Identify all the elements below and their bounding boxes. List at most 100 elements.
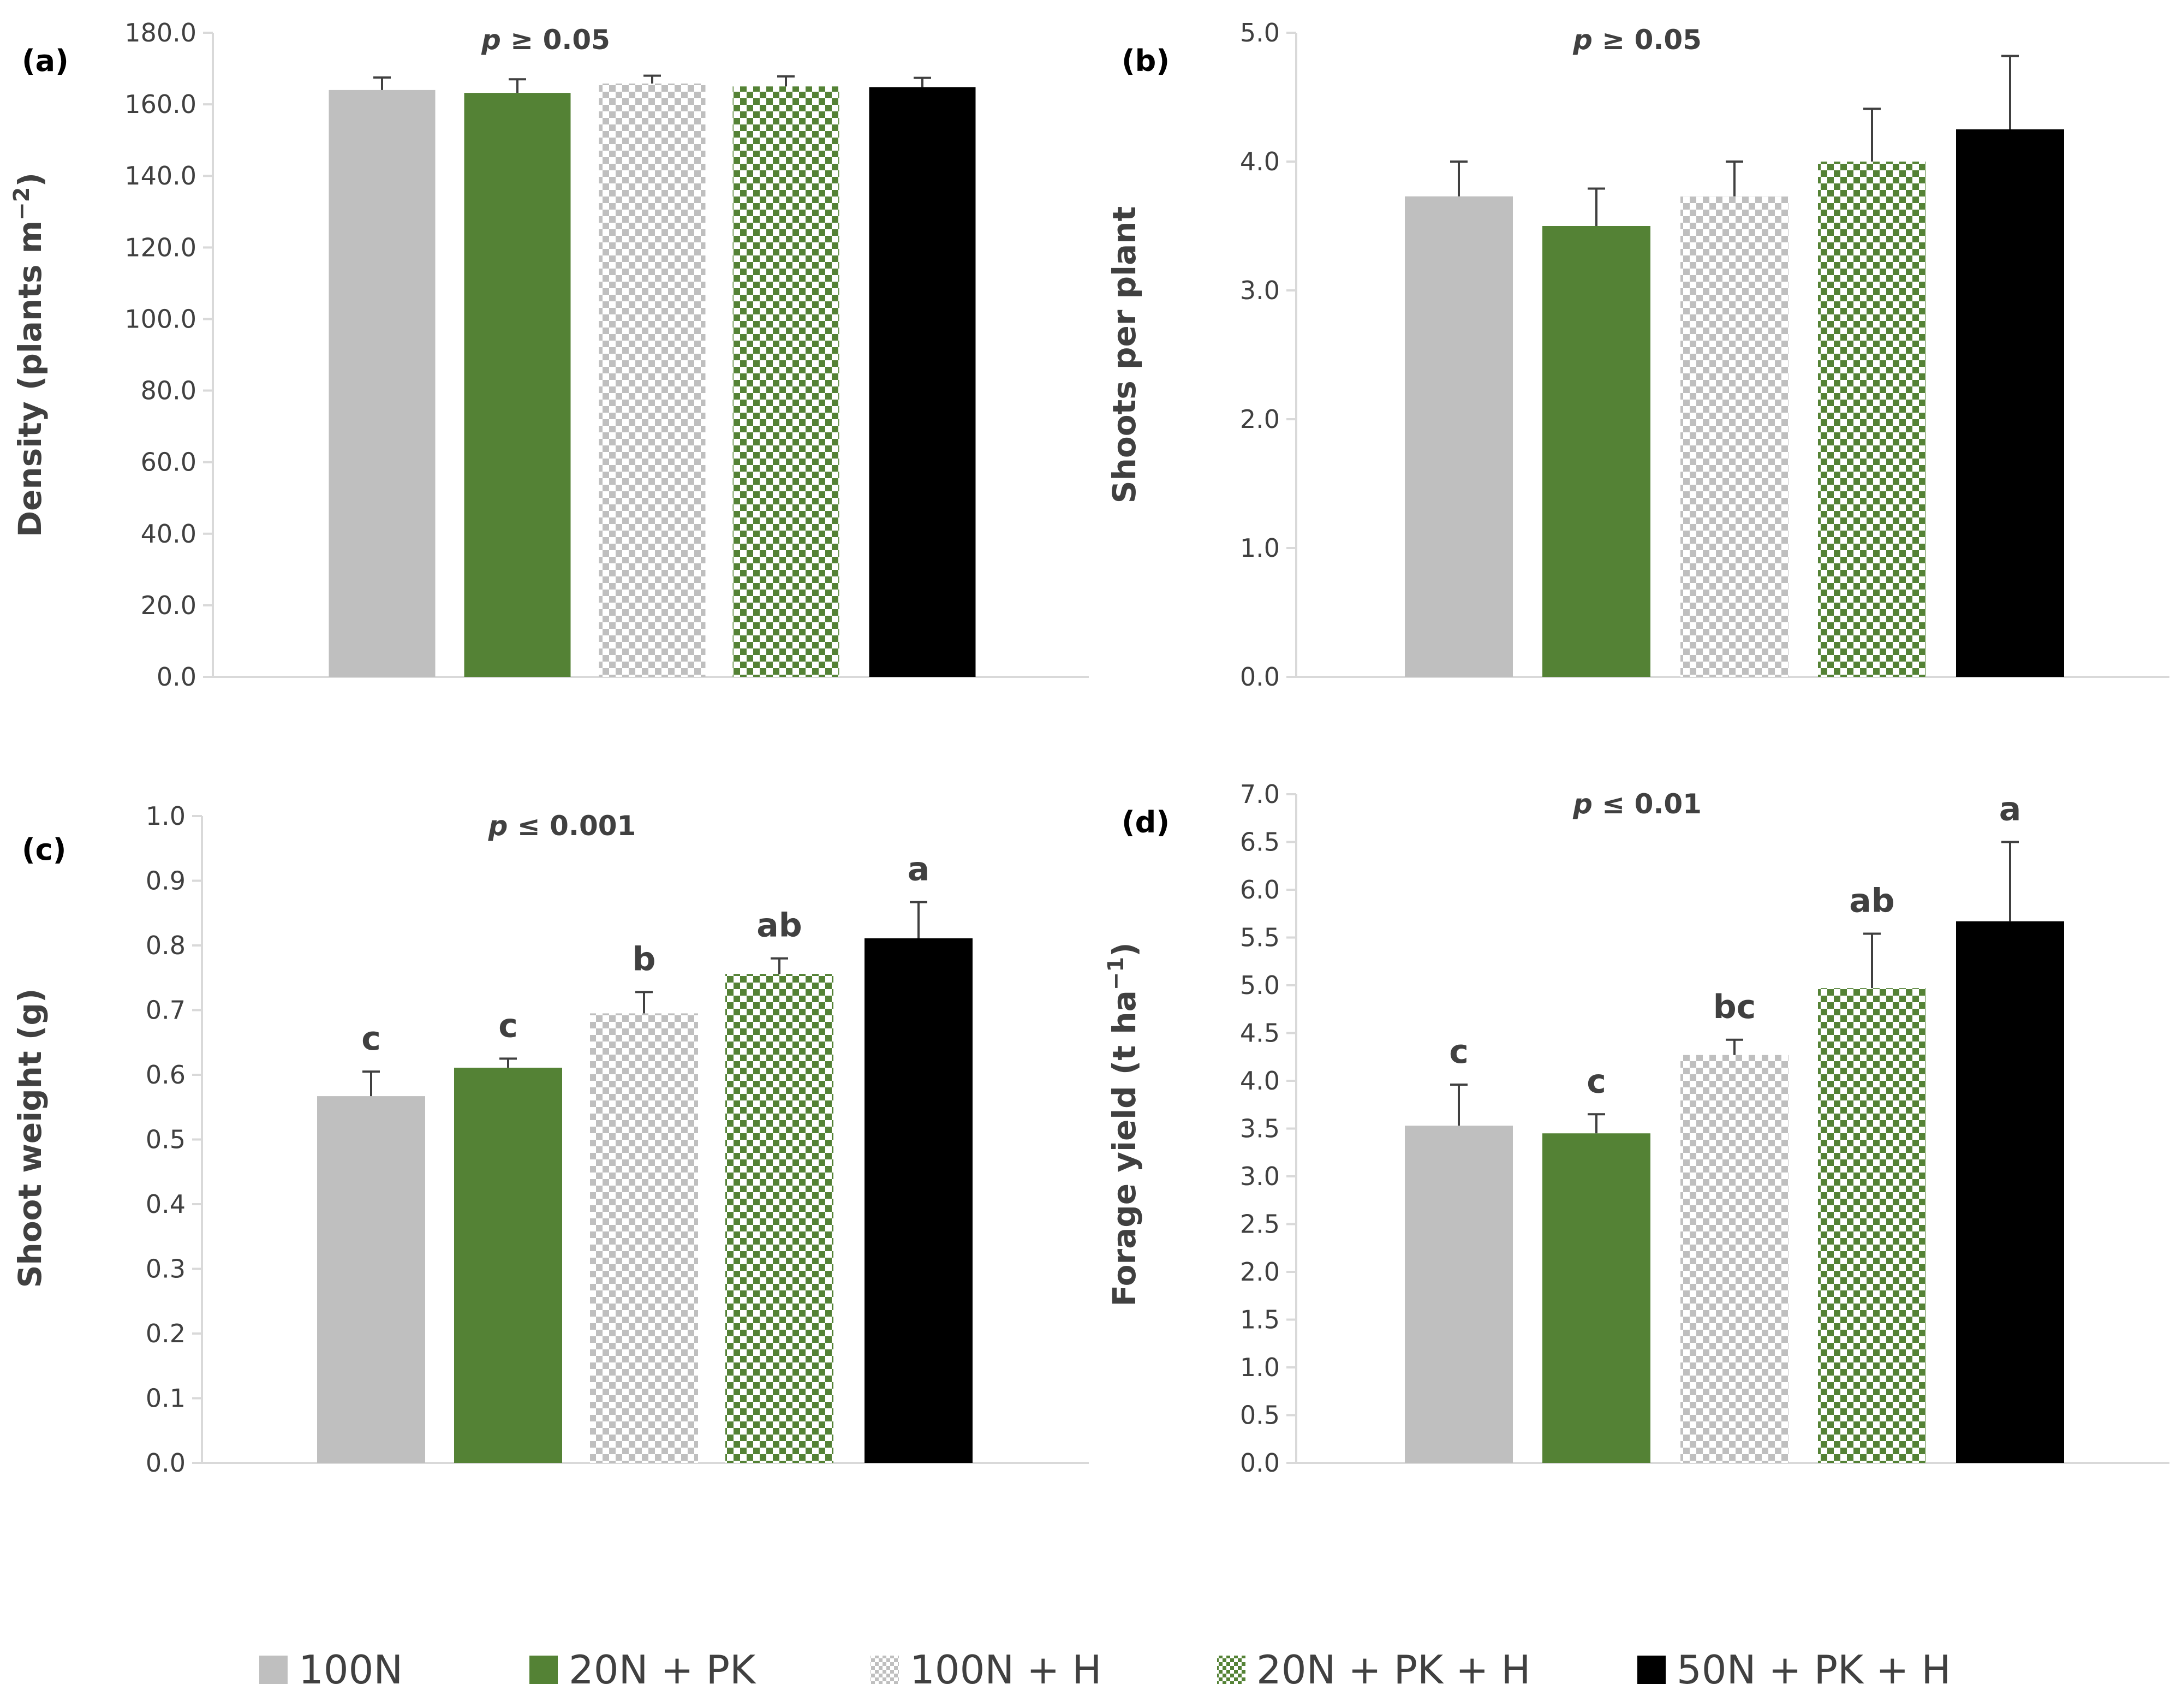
bar-20n-pk bbox=[1542, 1133, 1650, 1463]
chart-panel-b: 0.0 1.0 2.0 3.0 4.0 5.0 (b) p ≥ 0.05 Shoots per … bbox=[1106, 18, 2169, 692]
significance-letter: c bbox=[1587, 1062, 1606, 1100]
chart-panel-d: 0.0 0.5 1.0 1.5 2.0 2.5 3.0 3.5 4.0 4.5 5.0 5.5 6.0 6… bbox=[1104, 779, 2169, 1478]
bar-20n-pk-h bbox=[1818, 988, 1926, 1463]
significance-letter: c bbox=[1449, 1033, 1469, 1071]
chart-panel-c: 0.0 0.1 0.2 0.3 0.4 0.5 0.6 0.7 0.8 0.9 1.0 c c b ab a (… bbox=[11, 801, 1089, 1478]
bar-20n-pk-h bbox=[732, 86, 839, 677]
significance-letter: ab bbox=[756, 907, 802, 945]
y-tick-label: 1.0 bbox=[1240, 533, 1280, 563]
bar-50n-pk-h bbox=[1956, 921, 2064, 1463]
y-tick-label: 4.5 bbox=[1240, 1019, 1280, 1048]
significance-letter: bc bbox=[1713, 988, 1756, 1026]
y-tick-label: 5.0 bbox=[1240, 18, 1280, 47]
legend-label: 20N + PK + H bbox=[1256, 1647, 1530, 1693]
legend-label: 20N + PK bbox=[569, 1647, 756, 1693]
y-tick-label: 160.0 bbox=[124, 90, 196, 119]
y-tick-label: 3.0 bbox=[1240, 1162, 1280, 1191]
significance-letter: ab bbox=[1849, 882, 1894, 920]
y-tick-label: 4.0 bbox=[1240, 1066, 1280, 1096]
legend-label: 100N bbox=[299, 1647, 403, 1693]
y-tick-label: 0.5 bbox=[146, 1125, 186, 1154]
significance-text: p ≤ 0.01 bbox=[1572, 788, 1702, 820]
y-tick-label: 0.3 bbox=[146, 1254, 186, 1284]
y-tick-label: 7.0 bbox=[1240, 779, 1280, 809]
y-tick-label: 4.0 bbox=[1240, 147, 1280, 176]
y-tick-label: 180.0 bbox=[124, 18, 196, 47]
bar-20n-pk bbox=[1542, 226, 1650, 677]
legend-swatch bbox=[529, 1656, 558, 1684]
y-tick-label: 2.5 bbox=[1240, 1210, 1280, 1239]
y-tick-label: 1.0 bbox=[146, 801, 186, 831]
panel-label: (c) bbox=[22, 832, 66, 867]
y-tick-label: 6.0 bbox=[1240, 875, 1280, 904]
y-axis-title: Shoot weight (g) bbox=[11, 989, 49, 1288]
panel-label: (a) bbox=[22, 44, 69, 78]
y-tick-label: 0.1 bbox=[146, 1384, 186, 1413]
legend-swatch bbox=[871, 1656, 899, 1684]
significance-letter: c bbox=[361, 1020, 381, 1058]
y-tick-label: 6.5 bbox=[1240, 828, 1280, 857]
significance-text: p ≤ 0.001 bbox=[488, 810, 636, 842]
y-tick-label: 0.0 bbox=[157, 662, 196, 692]
y-tick-label: 120.0 bbox=[124, 233, 196, 262]
legend-swatch bbox=[259, 1656, 288, 1684]
y-tick-label: 100.0 bbox=[124, 304, 196, 334]
significance-text: p ≥ 0.05 bbox=[1572, 24, 1702, 56]
y-tick-label: 0.0 bbox=[146, 1448, 186, 1478]
bar-100n-h bbox=[599, 84, 706, 677]
y-tick-label: 0.2 bbox=[146, 1319, 186, 1348]
y-tick-label: 1.5 bbox=[1240, 1305, 1280, 1335]
bar-20n-pk-h bbox=[1818, 162, 1926, 677]
legend-label: 100N + H bbox=[910, 1647, 1102, 1693]
bar-100n-h bbox=[1680, 1055, 1788, 1463]
y-tick-label: 80.0 bbox=[141, 376, 196, 406]
legend-label: 50N + PK + H bbox=[1677, 1647, 1951, 1693]
y-tick-label: 3.5 bbox=[1240, 1114, 1280, 1144]
y-tick-label: 0.5 bbox=[1240, 1401, 1280, 1430]
bar-20n-pk-h bbox=[725, 974, 833, 1463]
y-tick-label: 0.4 bbox=[146, 1189, 186, 1219]
chart-panel-a: 0.0 20.0 40.0 60.0 80.0 100.0 120.0 140.0 160.0 1… bbox=[9, 18, 1089, 692]
bar-20n-pk bbox=[454, 1067, 562, 1463]
y-tick-label: 0.0 bbox=[1240, 1448, 1280, 1478]
y-tick-label: 0.9 bbox=[146, 866, 186, 896]
significance-letter: a bbox=[908, 850, 930, 889]
y-tick-label: 1.0 bbox=[1240, 1353, 1280, 1382]
bar-50n-pk-h bbox=[865, 938, 973, 1463]
y-axis-title: Forage yield (t ha−1) bbox=[1104, 942, 1143, 1306]
y-tick-label: 5.0 bbox=[1240, 971, 1280, 1000]
significance-letter: b bbox=[633, 940, 656, 978]
panel-label: (b) bbox=[1122, 44, 1170, 78]
bar-100n bbox=[1405, 196, 1513, 677]
y-tick-label: 0.8 bbox=[146, 931, 186, 960]
bar-50n-pk-h bbox=[869, 87, 976, 677]
y-tick-label: 2.0 bbox=[1240, 404, 1280, 434]
y-tick-label: 140.0 bbox=[124, 161, 196, 191]
y-tick-label: 0.7 bbox=[146, 996, 186, 1025]
y-tick-label: 5.5 bbox=[1240, 923, 1280, 953]
y-tick-label: 0.0 bbox=[1240, 662, 1280, 692]
panel-label: (d) bbox=[1122, 805, 1170, 840]
y-tick-label: 0.6 bbox=[146, 1060, 186, 1090]
bar-100n-h bbox=[590, 1013, 698, 1463]
legend-swatch bbox=[1637, 1656, 1666, 1684]
significance-letter: c bbox=[498, 1007, 518, 1045]
bar-100n bbox=[329, 90, 436, 677]
y-tick-label: 3.0 bbox=[1240, 276, 1280, 305]
y-tick-label: 20.0 bbox=[141, 591, 196, 620]
significance-letter: a bbox=[1999, 790, 2022, 829]
legend: 100N 20N + PK 100N + H 20N + PK + H 50N + PK… bbox=[259, 1647, 1951, 1693]
y-axis-title: Shoots per plant bbox=[1106, 206, 1143, 503]
bar-100n bbox=[317, 1096, 425, 1463]
y-tick-label: 60.0 bbox=[141, 448, 196, 477]
bar-20n-pk bbox=[464, 93, 571, 677]
bar-100n-h bbox=[1680, 196, 1788, 677]
y-tick-label: 40.0 bbox=[141, 519, 196, 549]
bar-50n-pk-h bbox=[1956, 129, 2064, 677]
y-tick-label: 2.0 bbox=[1240, 1257, 1280, 1287]
significance-text: p ≥ 0.05 bbox=[481, 24, 610, 56]
bar-100n bbox=[1405, 1126, 1513, 1463]
chart-panels: 0.0 20.0 40.0 60.0 80.0 100.0 120.0 140.0 160.0 1… bbox=[9, 18, 2169, 1478]
y-axis-title: Density (plants m−2) bbox=[9, 172, 49, 537]
